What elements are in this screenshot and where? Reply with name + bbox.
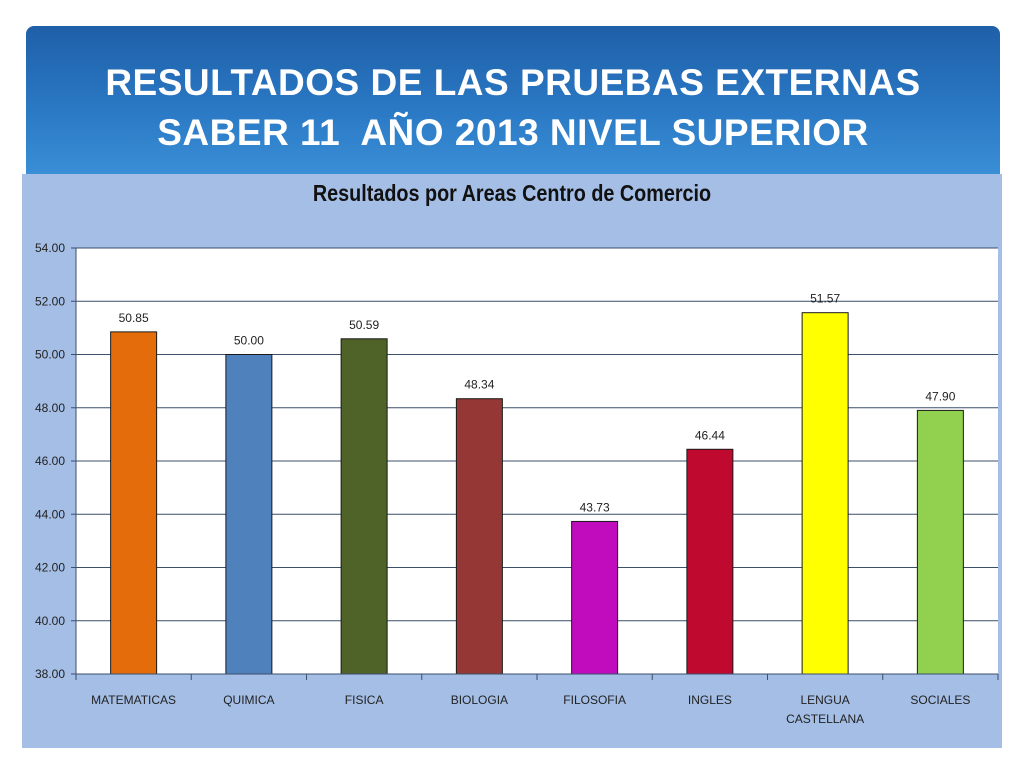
slide-title-line-2: SABER 11 AÑO 2013 NIVEL SUPERIOR: [157, 112, 869, 153]
bar-lengua-castellana: [801, 312, 849, 675]
slide-title-line-1: RESULTADOS DE LAS PRUEBAS EXTERNAS: [105, 62, 921, 103]
bar-matematicas: [110, 331, 158, 675]
bar-fisica: [340, 338, 388, 675]
x-tick-label: FISICA: [345, 693, 384, 707]
bars: [110, 312, 964, 675]
data-labels: 50.85 50.00 50.59 48.34 43.73 46.44 51.57 47.90: [119, 292, 956, 515]
axes: 38.00 40.00 42.00 44.00 46.00 48.00 50.00 52.00…: [35, 241, 999, 726]
y-tick-label: 52.00: [35, 294, 65, 308]
data-label: 43.73: [580, 500, 610, 514]
y-tick-label: 38.00: [35, 667, 65, 681]
y-tick-label: 44.00: [35, 507, 65, 521]
title-banner: [26, 26, 1000, 176]
y-tick-label: 50.00: [35, 348, 65, 362]
bar-biologia: [455, 398, 503, 675]
x-tick-label: MATEMATICAS: [91, 693, 176, 707]
data-label: 47.90: [925, 389, 955, 403]
data-label: 51.57: [810, 292, 840, 306]
x-tick-label: FILOSOFIA: [563, 693, 626, 707]
y-tick-label: 42.00: [35, 561, 65, 575]
bar-ingles: [686, 448, 734, 675]
y-tick-label: 46.00: [35, 454, 65, 468]
x-tick-label: LENGUA CASTELLANA: [786, 693, 864, 726]
y-tick-label: 48.00: [35, 401, 65, 415]
x-tick-label: SOCIALES: [910, 693, 970, 707]
data-label: 50.59: [349, 318, 379, 332]
y-tick-label: 54.00: [35, 241, 65, 255]
bar-filosofia: [571, 520, 619, 675]
bar-sociales: [916, 409, 964, 675]
data-label: 50.85: [119, 311, 149, 325]
x-tick-label: INGLES: [688, 693, 732, 707]
data-label: 46.44: [695, 428, 725, 442]
x-tick-label: BIOLOGIA: [451, 693, 508, 707]
y-tick-label: 40.00: [35, 614, 65, 628]
chart-title: Resultados por Areas Centro de Comercio: [312, 180, 712, 206]
data-label: 48.34: [464, 378, 494, 392]
slide-title: RESULTADOS DE LAS PRUEBAS EXTERNAS SABER…: [26, 58, 1000, 158]
x-tick-label: QUIMICA: [223, 693, 274, 707]
bar-quimica: [225, 354, 273, 675]
data-label: 50.00: [234, 334, 264, 348]
